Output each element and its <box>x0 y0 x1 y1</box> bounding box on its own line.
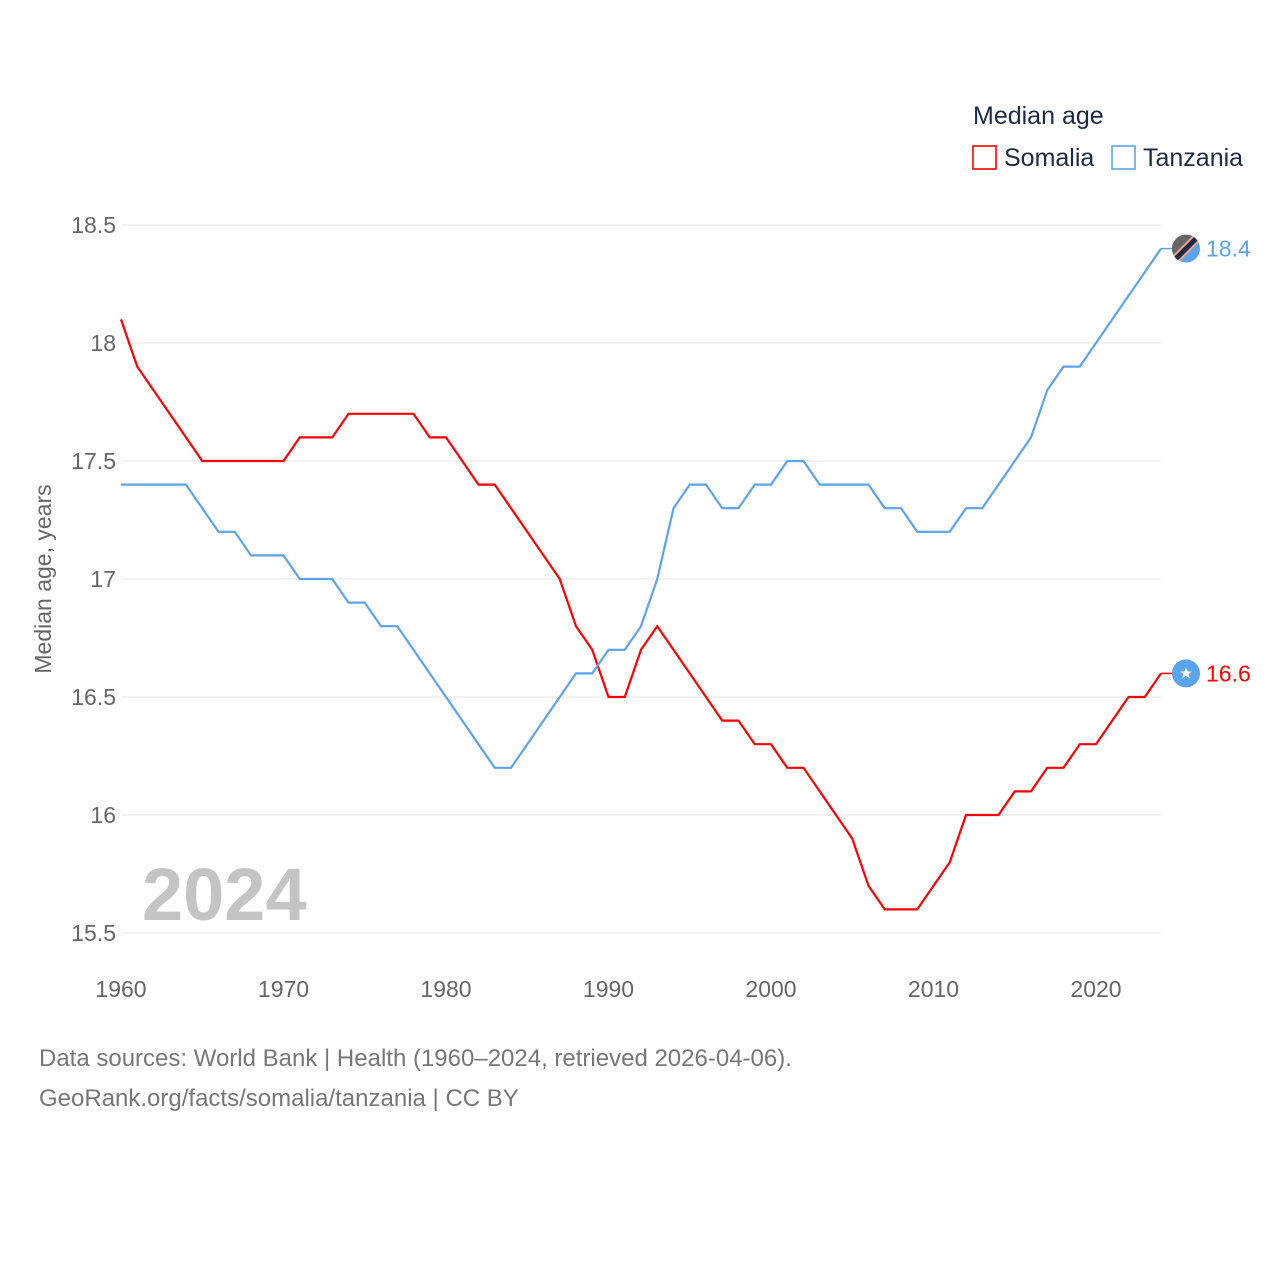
x-tick-label: 1960 <box>95 976 146 1002</box>
legend-label-somalia: Somalia <box>1004 144 1094 172</box>
series-line-tanzania <box>121 247 1162 769</box>
tanzania-flag-icon <box>1172 234 1200 263</box>
y-tick-label: 16 <box>90 802 116 828</box>
star-icon <box>1180 667 1192 679</box>
footer-attribution: GeoRank.org/facts/somalia/tanzania | CC … <box>39 1085 519 1112</box>
x-tick-label: 2020 <box>1070 976 1121 1002</box>
y-tick-label: 16.5 <box>71 684 116 710</box>
y-tick-label: 18 <box>90 330 116 356</box>
end-value-label: 16.6 <box>1206 660 1251 686</box>
x-tick-label: 1980 <box>420 976 471 1002</box>
somalia-flag-icon <box>1172 659 1200 688</box>
flag-stripe-black <box>1172 234 1200 263</box>
year-watermark: 2024 <box>142 853 307 936</box>
footer-sources: Data sources: World Bank | Health (1960–… <box>39 1045 792 1072</box>
x-tick-label: 1990 <box>583 976 634 1002</box>
legend-label-tanzania: Tanzania <box>1143 144 1243 172</box>
end-value-label: 18.4 <box>1206 236 1251 262</box>
legend-swatch-tanzania <box>1111 145 1136 170</box>
legend-title: Median age <box>973 102 1104 130</box>
y-tick-label: 17.5 <box>71 448 116 474</box>
y-axis-label: Median age, years <box>30 484 56 673</box>
x-tick-label: 1970 <box>258 976 309 1002</box>
y-tick-label: 15.5 <box>71 920 116 946</box>
y-tick-label: 17 <box>90 566 116 592</box>
series-line-somalia <box>119 319 1162 911</box>
legend-swatch-somalia <box>972 145 997 170</box>
x-tick-label: 2010 <box>908 976 959 1002</box>
y-tick-label: 18.5 <box>71 212 116 238</box>
legend: Median age Somalia Tanzania <box>972 102 1243 172</box>
flag-body <box>1172 234 1200 263</box>
x-tick-label: 2000 <box>745 976 796 1002</box>
